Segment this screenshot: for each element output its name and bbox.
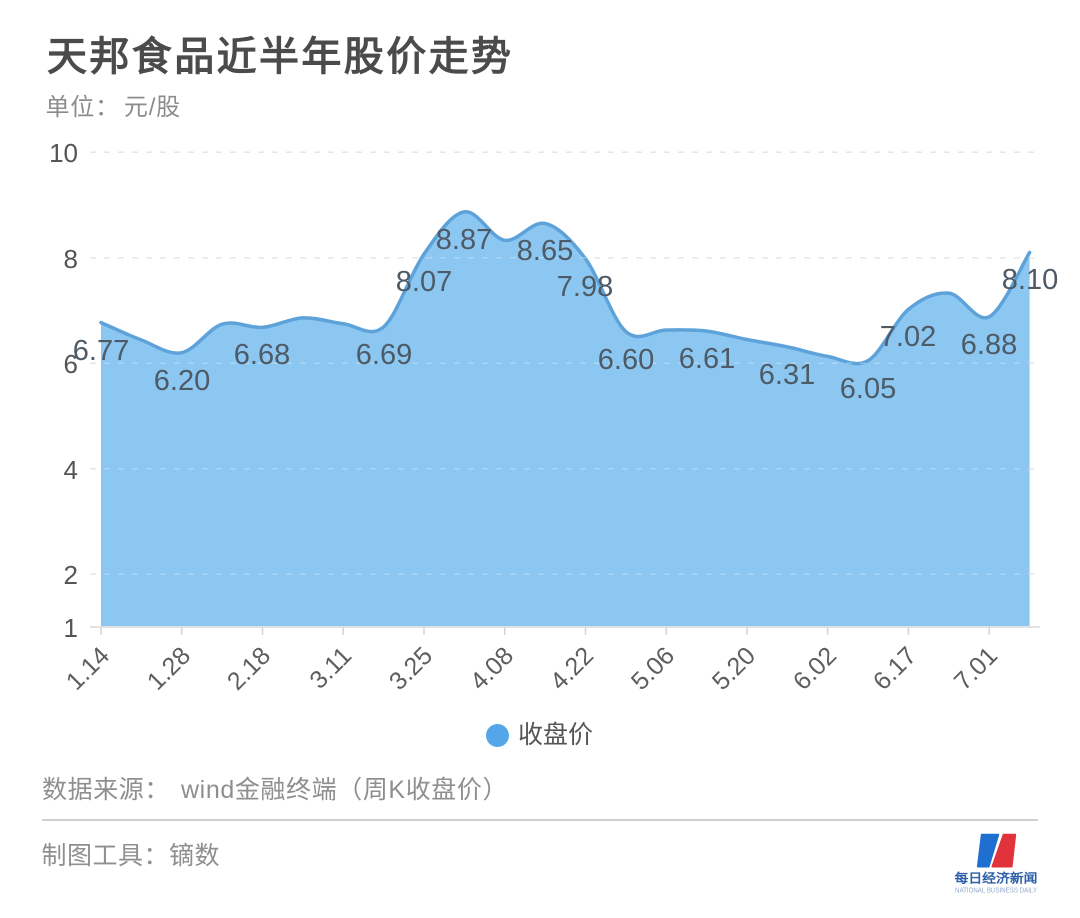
svg-text:每日经济新闻: 每日经济新闻 (955, 870, 1038, 885)
svg-text:NATIONAL BUSINESS DAILY: NATIONAL BUSINESS DAILY (955, 885, 1037, 894)
